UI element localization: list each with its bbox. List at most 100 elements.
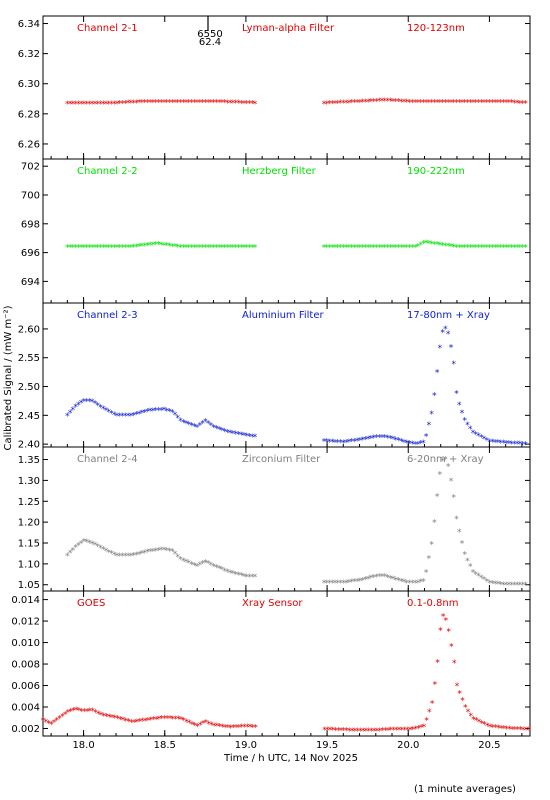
data-point: *: [438, 627, 443, 637]
data-point: *: [416, 579, 421, 589]
data-point: *: [493, 724, 498, 734]
data-point: *: [344, 243, 349, 253]
data-point: *: [331, 726, 336, 736]
data-point: *: [325, 100, 330, 110]
data-point: *: [375, 727, 380, 737]
data-point: *: [460, 98, 465, 108]
data-point: *: [462, 243, 467, 253]
data-point: *: [187, 559, 192, 569]
panel-2: 694 696 698 700 702 Channel 2-2 Herzberg Filte…: [21, 158, 531, 304]
data-point: *: [198, 98, 203, 108]
data-point: *: [214, 98, 219, 108]
data-point: *: [352, 243, 357, 253]
data-point: *: [482, 435, 487, 445]
y-tick-label: 0.008: [11, 660, 40, 671]
data-point: *: [402, 578, 407, 588]
data-point: *: [220, 99, 225, 109]
data-point: *: [153, 547, 158, 557]
data-point: *: [325, 579, 330, 589]
data-point: *: [460, 409, 465, 419]
data-point: *: [336, 579, 341, 589]
data-point: *: [449, 98, 454, 108]
data-point: *: [41, 716, 46, 726]
data-point: *: [520, 440, 525, 450]
data-point: *: [504, 581, 509, 591]
data-point: *: [498, 581, 503, 591]
data-point: *: [253, 243, 258, 253]
data-point: *: [156, 547, 161, 557]
data-point: *: [355, 437, 360, 447]
y-tick-label: 2.55: [18, 353, 40, 364]
data-point: *: [369, 574, 374, 584]
data-point: *: [142, 242, 147, 252]
data-point: *: [98, 544, 103, 554]
data-point: *: [109, 550, 114, 560]
data-point: *: [115, 412, 120, 422]
data-point: *: [391, 243, 396, 253]
data-point: *: [512, 99, 517, 109]
data-point: *: [468, 243, 473, 253]
data-point: *: [189, 243, 194, 253]
y-tick-label: 1.35: [18, 455, 40, 466]
data-point: *: [336, 439, 341, 449]
data-point: *: [435, 492, 440, 502]
data-point: *: [504, 439, 509, 449]
y-tick-label: 0.014: [11, 595, 40, 606]
data-point: *: [65, 100, 70, 110]
data-point: *: [322, 438, 327, 448]
data-point: *: [66, 709, 71, 719]
data-point: *: [126, 99, 131, 109]
data-point: *: [476, 572, 481, 582]
data-point: *: [200, 243, 205, 253]
data-point: *: [490, 438, 495, 448]
filter-label: Xray Sensor: [242, 598, 303, 609]
data-point: *: [115, 243, 120, 253]
data-point: *: [126, 243, 131, 253]
data-point: *: [164, 242, 169, 252]
data-point: *: [46, 719, 51, 729]
data-point: *: [217, 565, 222, 575]
data-point: *: [382, 572, 387, 582]
data-point: *: [101, 243, 106, 253]
data-point: *: [512, 243, 517, 253]
data-point: *: [487, 243, 492, 253]
data-point: *: [115, 552, 120, 562]
data-series: ****************************************…: [65, 456, 528, 592]
data-point: *: [109, 100, 114, 110]
data-point: *: [132, 718, 137, 728]
data-point: *: [327, 243, 332, 253]
channel-label: Channel 2-4: [77, 454, 138, 465]
data-point: *: [242, 243, 247, 253]
data-point: *: [523, 100, 528, 110]
data-point: *: [195, 562, 200, 572]
data-point: *: [242, 723, 247, 733]
data-point: *: [350, 727, 355, 737]
data-point: *: [82, 243, 87, 253]
data-point: *: [353, 727, 358, 737]
data-point: *: [137, 99, 142, 109]
data-point: *: [391, 97, 396, 107]
data-point: *: [416, 98, 421, 108]
data-point: *: [485, 98, 490, 108]
data-point: *: [140, 99, 145, 109]
data-point: *: [366, 243, 371, 253]
data-point: *: [410, 98, 415, 108]
data-point: *: [371, 573, 376, 583]
data-point: *: [471, 429, 476, 439]
data-point: *: [77, 707, 82, 717]
data-point: *: [82, 537, 87, 547]
data-point: *: [79, 100, 84, 110]
data-point: *: [377, 573, 382, 583]
data-point: *: [220, 723, 225, 733]
data-point: *: [225, 428, 230, 438]
data-point: *: [173, 411, 178, 421]
data-point: *: [515, 726, 520, 736]
data-point: *: [145, 98, 150, 108]
data-point: *: [215, 722, 220, 732]
data-point: *: [440, 241, 445, 251]
data-point: *: [465, 421, 470, 431]
data-point: *: [145, 242, 150, 252]
data-point: *: [341, 99, 346, 109]
data-point: *: [518, 440, 523, 450]
data-point: *: [496, 98, 501, 108]
